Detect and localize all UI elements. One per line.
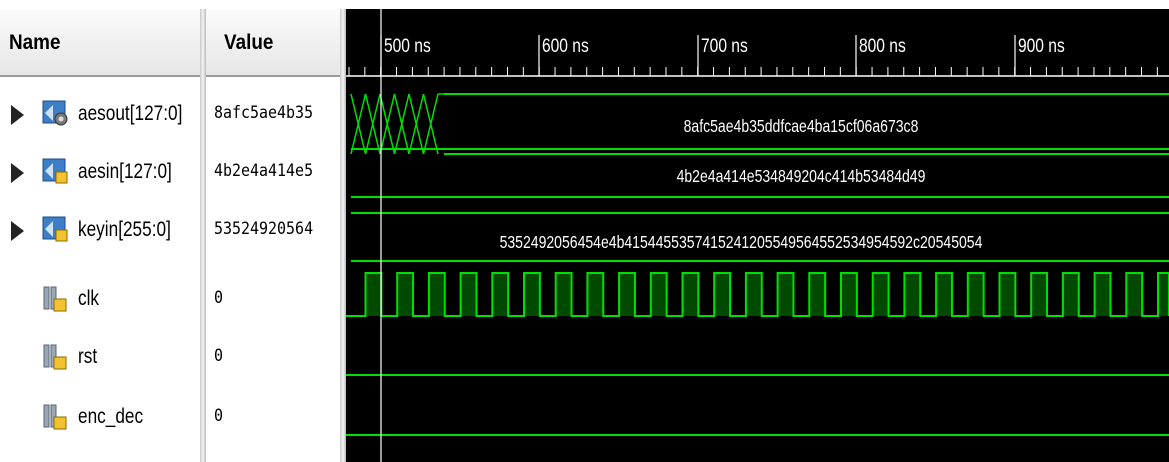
clk-high-fill (365, 273, 382, 316)
signal-row-enc-dec[interactable]: enc_dec (0, 389, 200, 447)
signal-name: clk (78, 287, 100, 310)
clk-high-fill (1158, 273, 1169, 316)
signal-row-aesin[interactable]: aesin[127:0] (0, 144, 200, 202)
signal-value: 0 (214, 406, 224, 426)
time-tick-label: 500 ns (384, 35, 431, 57)
clk-high-fill (1126, 273, 1143, 316)
value-panel: Value 8afc5ae4b35 4b2e4a414e5 5352492056… (206, 9, 340, 462)
value-cell: 0 (206, 329, 340, 387)
clk-high-fill (967, 273, 984, 316)
bus-value-label: 4b2e4a414e534849204c414b53484d49 (677, 166, 926, 186)
bus-waveform[interactable]: 4b2e4a414e534849204c414b53484d49 (351, 148, 1169, 198)
signal-name: keyin[255:0] (78, 218, 171, 241)
value-cell: 53524920564 (206, 202, 340, 260)
expand-arrow-icon[interactable] (11, 105, 24, 125)
clk-high-fill (682, 273, 699, 316)
signal-value: 4b2e4a414e5 (214, 161, 314, 181)
bus-waveform[interactable]: 8afc5ae4b35ddfcae4ba15cf06a673c8 (350, 93, 1169, 155)
value-cell: 0 (206, 271, 340, 329)
signal-name: aesin[127:0] (78, 160, 172, 183)
time-tick-label: 600 ns (542, 35, 589, 57)
bus-transition (350, 93, 367, 155)
clk-high-fill (492, 273, 509, 316)
clk-high-fill (1031, 273, 1048, 316)
signal-value: 53524920564 (214, 219, 314, 239)
signal-name: aesout[127:0] (78, 102, 183, 125)
clk-high-fill (809, 273, 826, 316)
clk-high-fill (1094, 273, 1111, 316)
signal-row-rst[interactable]: rst (0, 329, 200, 387)
time-tick-label: 800 ns (859, 35, 906, 57)
signal-row-clk[interactable]: clk (0, 271, 200, 329)
clk-trace (346, 272, 1169, 317)
bus-signal-icon (42, 100, 68, 126)
bus-value-label: 5352492056454e4b415445535741524120554956… (500, 232, 983, 252)
value-column-header[interactable]: Value (206, 9, 340, 77)
bus-transition (422, 93, 439, 155)
name-column-header[interactable]: Name (0, 9, 200, 77)
bit-signal-icon (43, 344, 67, 370)
clk-high-fill (936, 273, 952, 316)
clk-high-fill (714, 273, 731, 316)
column-splitter[interactable] (200, 9, 206, 462)
clk-high-fill (1062, 273, 1079, 316)
time-tick-label: 700 ns (701, 35, 748, 57)
signal-name: enc_dec (78, 405, 144, 428)
clk-high-fill (460, 273, 477, 316)
signal-name: rst (78, 345, 98, 368)
clk-high-fill (999, 273, 1016, 316)
name-header-label: Name (9, 31, 61, 54)
time-tick-label: 900 ns (1018, 35, 1065, 57)
clk-high-fill (428, 273, 445, 316)
value-header-label: Value (224, 31, 274, 54)
ruler-minor-ticks (348, 67, 1158, 76)
clk-high-fill (841, 273, 857, 316)
bit-signal-icon (43, 404, 67, 430)
waveforms: 8afc5ae4b35ddfcae4ba15cf06a673c8 4b2e4a41… (346, 93, 1169, 436)
clk-high-fill (397, 273, 414, 316)
bus-value-label: 8afc5ae4b35ddfcae4ba15cf06a673c8 (684, 116, 919, 136)
waveform-panel[interactable]: 500 ns 600 ns 700 ns 800 ns 900 ns 8afc5ae4b… (346, 9, 1169, 462)
signal-value: 0 (214, 288, 224, 308)
bit-signal-icon (43, 286, 67, 312)
column-splitter[interactable] (340, 9, 346, 462)
bus-transition (364, 93, 381, 155)
value-cell: 0 (206, 389, 340, 447)
signal-value: 8afc5ae4b35 (214, 103, 314, 123)
bus-signal-icon (42, 158, 68, 184)
signal-row-aesout[interactable]: aesout[127:0] (0, 86, 200, 144)
bus-transition (379, 93, 396, 155)
name-panel: Name aesout[127:0] aesin[127:0] keyin[25… (0, 9, 200, 462)
value-cell: 4b2e4a414e5 (206, 144, 340, 202)
clk-high-fill (650, 273, 667, 316)
clk-high-fill (777, 273, 794, 316)
clk-high-fill (555, 273, 572, 316)
clk-high-fill (587, 273, 604, 316)
clk-high-fill (619, 273, 635, 316)
expand-arrow-icon[interactable] (11, 163, 24, 183)
ruler-major-ticks: 500 ns 600 ns 700 ns 800 ns 900 ns (380, 35, 1065, 76)
clk-high-fill (745, 273, 762, 316)
bus-transition (408, 93, 425, 155)
time-ruler[interactable]: 500 ns 600 ns 700 ns 800 ns 900 ns (346, 35, 1169, 77)
signal-value: 0 (214, 346, 224, 366)
clk-waveform[interactable] (346, 272, 1169, 317)
clk-high-fill (872, 273, 889, 316)
clk-high-fill (524, 273, 540, 316)
waveform-canvas[interactable]: 500 ns 600 ns 700 ns 800 ns 900 ns 8afc5ae4b… (346, 9, 1169, 462)
signal-row-keyin[interactable]: keyin[255:0] (0, 202, 200, 260)
expand-arrow-icon[interactable] (11, 221, 24, 241)
bus-waveform[interactable]: 5352492056454e4b415445535741524120554956… (351, 212, 1169, 262)
bus-transition (393, 93, 410, 155)
bus-signal-icon (42, 216, 68, 242)
clk-high-fill (904, 273, 921, 316)
value-cell: 8afc5ae4b35 (206, 86, 340, 144)
